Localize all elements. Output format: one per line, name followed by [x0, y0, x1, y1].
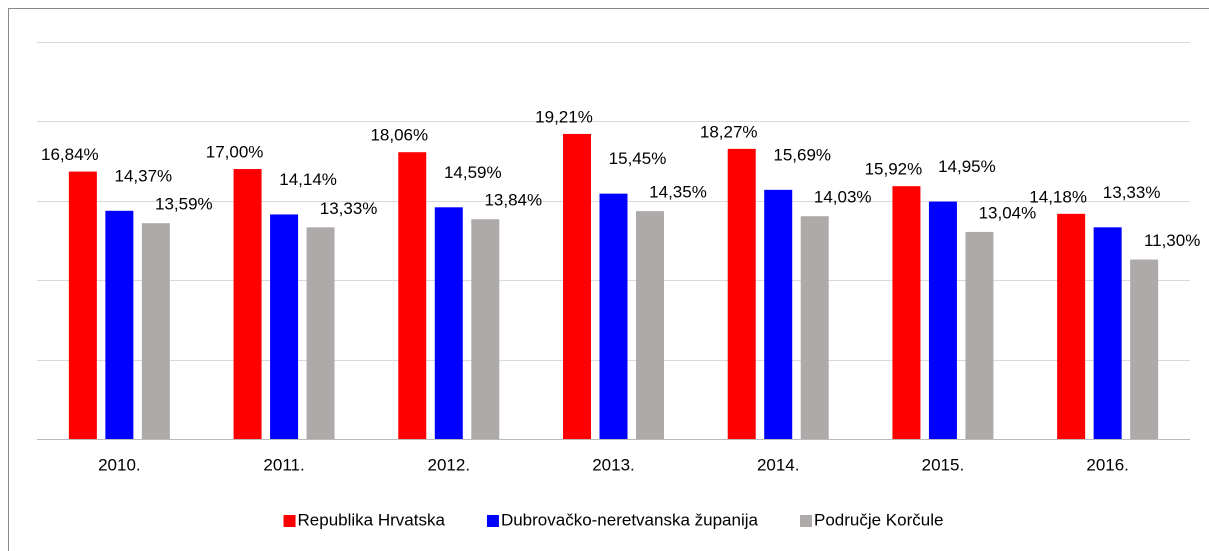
legend-swatch [283, 515, 296, 527]
bar [306, 227, 335, 439]
x-tick-label: 2010. [98, 455, 141, 474]
bar [563, 133, 591, 440]
bar [398, 152, 427, 439]
data-label: 11,30% [1144, 231, 1200, 250]
data-label: 14,59% [444, 163, 502, 182]
data-label: 19,21% [535, 107, 593, 126]
bar [892, 186, 921, 439]
x-tick-label: 2012. [428, 455, 471, 474]
bar [1093, 227, 1122, 439]
data-label: 16,84% [41, 145, 99, 164]
x-tick-label: 2013. [592, 455, 635, 474]
x-tick-label: 2016. [1086, 455, 1129, 474]
data-label: 18,27% [700, 122, 758, 141]
data-label: 14,18% [1029, 187, 1087, 206]
data-label: 17,00% [206, 143, 264, 162]
data-label: 14,14% [279, 170, 337, 189]
data-label: 14,35% [649, 183, 707, 202]
legend-swatch [486, 515, 499, 527]
bar [1130, 259, 1159, 439]
bar [599, 193, 628, 439]
bar [800, 216, 829, 439]
data-label: 13,84% [484, 191, 542, 210]
bar [471, 219, 500, 439]
data-label: 14,95% [938, 157, 996, 176]
data-label: 18,06% [370, 126, 428, 145]
data-label: 14,03% [814, 188, 872, 207]
bar [764, 189, 793, 439]
data-label: 15,45% [609, 149, 667, 168]
legend-label: Područje Korčule [814, 510, 943, 529]
bar [1057, 213, 1086, 439]
legend-label: Dubrovačko-neretvanska županija [501, 510, 759, 529]
bar [233, 169, 262, 440]
data-label: 13,59% [155, 195, 213, 214]
bar [965, 231, 994, 439]
chart-border [8, 8, 1209, 551]
data-label: 15,69% [773, 145, 831, 164]
data-label: 15,92% [865, 160, 923, 179]
bar [68, 171, 97, 439]
legend-swatch [799, 515, 812, 527]
bar [636, 211, 664, 439]
x-tick-label: 2014. [757, 455, 800, 474]
data-label: 13,33% [320, 199, 378, 218]
bar [727, 148, 756, 439]
bar [270, 214, 299, 439]
bar [928, 201, 957, 439]
data-label: 14,37% [115, 166, 173, 185]
data-label: 13,33% [1103, 183, 1161, 202]
legend-label: Republika Hrvatska [298, 510, 446, 529]
bar [434, 207, 463, 439]
bar [141, 223, 170, 439]
x-tick-label: 2011. [263, 455, 304, 474]
data-label: 13,04% [979, 203, 1037, 222]
bar [105, 210, 134, 439]
x-tick-label: 2015. [922, 455, 965, 474]
